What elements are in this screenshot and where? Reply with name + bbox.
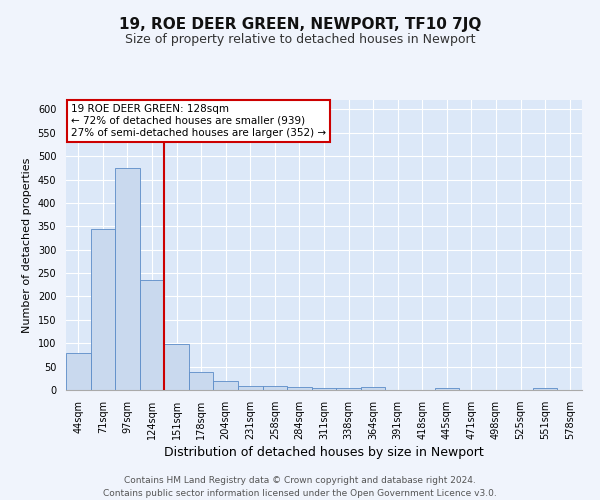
Bar xyxy=(115,168,140,390)
Bar xyxy=(263,386,287,390)
Bar xyxy=(214,380,238,390)
Y-axis label: Number of detached properties: Number of detached properties xyxy=(22,158,32,332)
Text: 19 ROE DEER GREEN: 128sqm
← 72% of detached houses are smaller (939)
27% of semi: 19 ROE DEER GREEN: 128sqm ← 72% of detac… xyxy=(71,104,326,138)
Text: 19, ROE DEER GREEN, NEWPORT, TF10 7JQ: 19, ROE DEER GREEN, NEWPORT, TF10 7JQ xyxy=(119,18,481,32)
Bar xyxy=(361,387,385,390)
Text: Contains HM Land Registry data © Crown copyright and database right 2024.
Contai: Contains HM Land Registry data © Crown c… xyxy=(103,476,497,498)
Bar xyxy=(287,387,312,390)
Bar xyxy=(91,228,115,390)
Text: Size of property relative to detached houses in Newport: Size of property relative to detached ho… xyxy=(125,32,475,46)
Bar xyxy=(189,372,214,390)
Bar xyxy=(533,388,557,390)
Bar xyxy=(66,352,91,390)
Bar xyxy=(140,280,164,390)
Bar xyxy=(238,386,263,390)
X-axis label: Distribution of detached houses by size in Newport: Distribution of detached houses by size … xyxy=(164,446,484,459)
Bar xyxy=(312,388,336,390)
Bar xyxy=(434,388,459,390)
Bar xyxy=(336,388,361,390)
Bar xyxy=(164,344,189,390)
